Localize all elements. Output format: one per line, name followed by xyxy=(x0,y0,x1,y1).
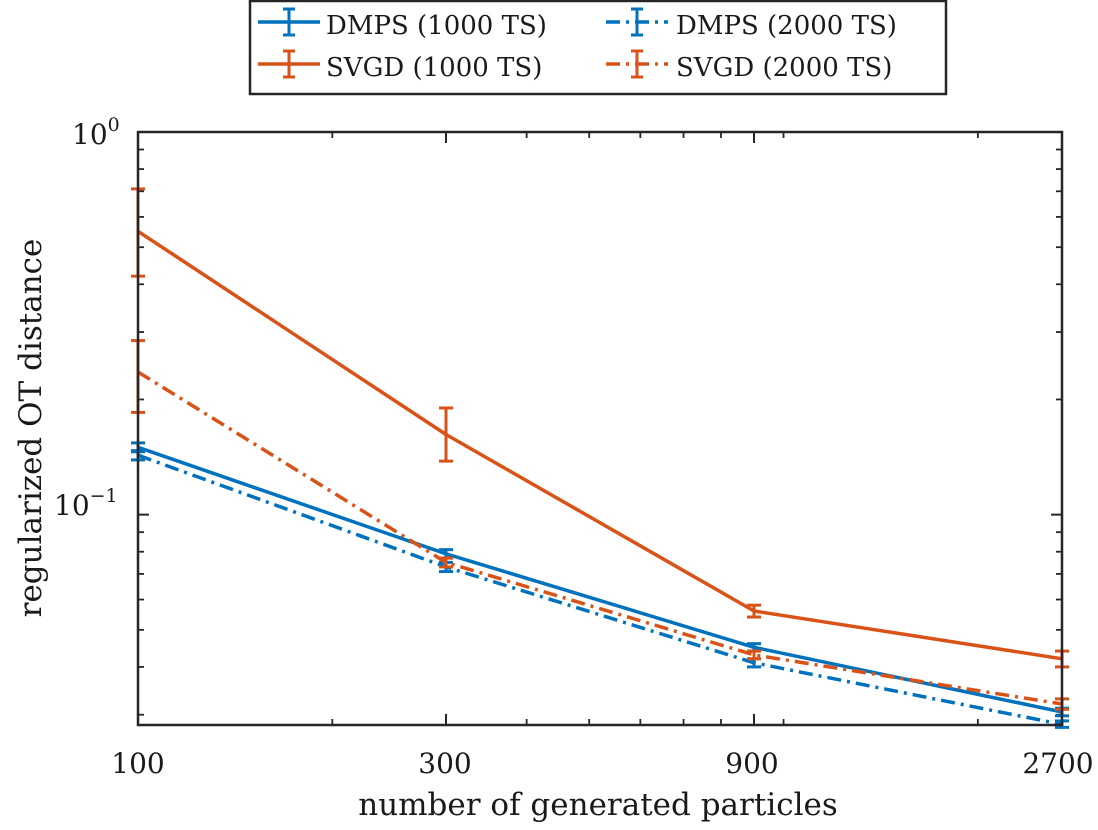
x-tick-label: 300 xyxy=(418,747,471,780)
y-tick-exponent: 0 xyxy=(108,114,120,136)
legend-box xyxy=(248,0,948,96)
x-tick-label: 100 xyxy=(111,747,164,780)
x-tick-label: 2700 xyxy=(1022,747,1093,780)
legend-label: DMPS (2000 TS) xyxy=(676,11,897,41)
legend-keys xyxy=(258,7,668,79)
y-tick-label: 100 xyxy=(72,114,120,151)
series-group xyxy=(131,187,1069,729)
y-tick-exponent: −1 xyxy=(90,485,118,507)
y-axis-label: regularized OT distance xyxy=(13,239,49,618)
legend-key-3 xyxy=(606,49,668,79)
x-axis-label: number of generated particles xyxy=(358,787,838,823)
legend-label: SVGD (2000 TS) xyxy=(676,53,892,83)
legend: DMPS (1000 TS) DMPS (2000 TS) SVGD (1000… xyxy=(248,0,948,96)
x-tick-labels: 100 300 900 2700 xyxy=(111,747,1093,780)
legend-label: DMPS (1000 TS) xyxy=(326,11,547,41)
series-line xyxy=(137,445,1063,714)
y-tick-base: 10 xyxy=(72,118,108,151)
legend-key-0 xyxy=(258,7,320,37)
legend-key-1 xyxy=(606,7,668,37)
plot-area-background xyxy=(138,132,1062,725)
y-tick-base: 10 xyxy=(54,489,90,522)
legend-key-2 xyxy=(258,49,320,79)
x-tick-label: 900 xyxy=(725,747,778,780)
y-tick-label: 10−1 xyxy=(54,485,118,522)
legend-label: SVGD (1000 TS) xyxy=(326,53,542,83)
series-line xyxy=(137,370,1063,706)
y-tick-labels: 100 10−1 xyxy=(54,114,120,522)
series-line xyxy=(137,229,1063,661)
plot-frame xyxy=(136,130,1064,727)
